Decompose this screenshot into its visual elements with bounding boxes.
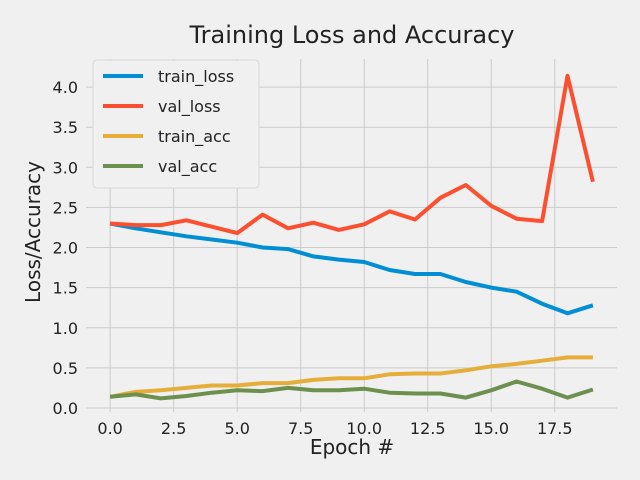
grid-lines <box>86 59 617 412</box>
tick-labels: 0.0 2.5 5.0 7.5 10.0 12.5 15.0 17.5 0.0 0.5 1.0 1.5… <box>53 78 573 438</box>
chart-title: Training Loss and Accuracy <box>189 21 515 49</box>
y-tick-label: 1.0 <box>53 319 78 338</box>
legend-label-train-acc: train_acc <box>158 127 231 147</box>
x-tick-label: 12.5 <box>410 419 446 438</box>
legend-label-train-loss: train_loss <box>158 67 234 87</box>
series-line-train-acc <box>109 355 593 399</box>
x-tick-label: 10.0 <box>346 419 382 438</box>
legend-box <box>92 59 260 189</box>
legend-label-val-loss: val_loss <box>158 97 221 117</box>
series-line-val-loss <box>109 73 595 236</box>
legend: train_loss val_loss train_acc val_acc <box>92 59 260 189</box>
x-tick-label: 5.0 <box>224 419 249 438</box>
y-tick-label: 4.0 <box>53 78 78 97</box>
x-tick-label: 0.0 <box>97 419 122 438</box>
y-tick-label: 3.5 <box>53 118 78 137</box>
y-axis-label: Loss/Accuracy <box>21 161 45 303</box>
series-line-train-loss <box>109 221 594 316</box>
y-tick-label: 0.5 <box>53 359 78 378</box>
x-tick-label: 17.5 <box>537 419 573 438</box>
x-tick-label: 7.5 <box>288 419 313 438</box>
y-tick-label: 2.0 <box>53 239 78 258</box>
y-tick-label: 0.0 <box>53 399 78 418</box>
y-tick-label: 3.0 <box>53 158 78 177</box>
y-tick-label: 1.5 <box>53 279 78 298</box>
y-tick-label: 2.5 <box>53 198 78 217</box>
series-lines <box>109 73 595 401</box>
series-line-val-acc <box>109 379 594 401</box>
x-tick-label: 15.0 <box>473 419 509 438</box>
x-tick-label: 2.5 <box>161 419 186 438</box>
legend-label-val-acc: val_acc <box>158 157 217 177</box>
x-axis-label: Epoch # <box>310 435 394 459</box>
